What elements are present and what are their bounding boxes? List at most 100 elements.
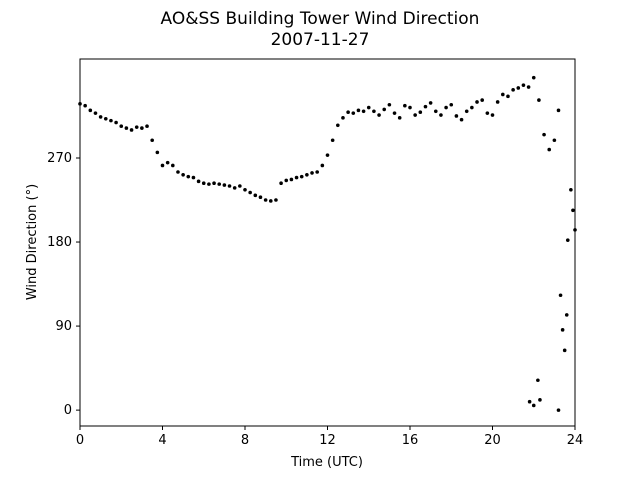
point xyxy=(542,132,546,137)
point xyxy=(418,110,423,115)
point xyxy=(263,198,268,202)
point xyxy=(372,109,376,114)
point xyxy=(134,125,139,129)
point xyxy=(284,178,289,183)
point xyxy=(310,171,314,175)
point xyxy=(526,85,531,89)
x-tick-label: 16 xyxy=(402,433,419,448)
point xyxy=(444,105,448,110)
point xyxy=(140,126,144,130)
point xyxy=(315,170,319,174)
point xyxy=(470,105,474,110)
point xyxy=(248,190,252,195)
point xyxy=(320,163,325,168)
point xyxy=(351,111,356,115)
point xyxy=(258,195,263,200)
point xyxy=(562,348,567,353)
point xyxy=(253,193,258,198)
point xyxy=(556,108,561,113)
point xyxy=(558,293,563,298)
point xyxy=(573,228,577,232)
point xyxy=(289,177,294,182)
point xyxy=(186,174,191,179)
point xyxy=(305,172,309,177)
point xyxy=(119,124,124,129)
point xyxy=(346,110,350,115)
point xyxy=(243,187,247,192)
point xyxy=(98,115,103,119)
point xyxy=(439,113,443,117)
point xyxy=(356,108,361,113)
point xyxy=(521,83,526,87)
x-tick-label: 8 xyxy=(241,433,249,448)
point xyxy=(160,163,165,168)
point xyxy=(387,102,392,107)
point xyxy=(201,181,206,186)
point xyxy=(176,170,180,174)
point xyxy=(145,124,149,129)
point xyxy=(537,98,541,102)
y-tick-label: 180 xyxy=(47,235,72,250)
point xyxy=(511,88,515,92)
point xyxy=(78,102,82,106)
point xyxy=(330,138,335,143)
point xyxy=(212,181,216,186)
point xyxy=(196,179,201,184)
point xyxy=(274,198,278,202)
x-tick-label: 20 xyxy=(484,433,501,448)
point xyxy=(449,102,454,107)
y-tick-label: 270 xyxy=(47,151,72,166)
point xyxy=(565,238,570,242)
plot-frame xyxy=(79,58,576,427)
point xyxy=(227,184,232,188)
y-tick-label: 90 xyxy=(55,319,72,334)
point xyxy=(294,175,299,180)
point xyxy=(222,183,227,187)
point xyxy=(93,111,98,115)
point xyxy=(155,150,160,155)
x-tick-label: 24 xyxy=(567,433,584,448)
point xyxy=(366,105,371,110)
point xyxy=(191,175,196,180)
x-tick-label: 12 xyxy=(319,433,336,448)
point xyxy=(490,113,495,117)
x-tick-label: 4 xyxy=(158,433,166,448)
point xyxy=(433,109,438,114)
chart-title: AO&SS Building Tower Wind Direction xyxy=(161,9,480,29)
point xyxy=(392,111,397,115)
point xyxy=(564,313,569,317)
point xyxy=(516,86,521,90)
point xyxy=(382,107,387,112)
point xyxy=(268,199,273,203)
y-axis-label: Wind Direction (°) xyxy=(25,184,40,300)
chart-subtitle: 2007-11-27 xyxy=(271,30,370,50)
point xyxy=(325,153,330,157)
point xyxy=(341,116,345,120)
point xyxy=(531,403,536,408)
point xyxy=(464,109,469,114)
point xyxy=(336,123,340,128)
point xyxy=(538,398,542,402)
point xyxy=(423,104,428,109)
point xyxy=(150,138,154,143)
point xyxy=(403,103,407,108)
x-axis-label: Time (UTC) xyxy=(290,455,363,470)
point xyxy=(506,94,510,99)
point xyxy=(109,118,113,123)
point xyxy=(459,117,464,122)
point xyxy=(454,114,459,118)
point xyxy=(527,399,532,404)
point xyxy=(501,92,505,97)
point xyxy=(377,113,381,117)
point xyxy=(129,128,134,132)
point xyxy=(114,120,118,125)
point xyxy=(475,100,479,104)
point xyxy=(238,184,242,188)
point xyxy=(571,208,575,213)
point xyxy=(495,100,500,104)
point xyxy=(547,147,552,152)
point xyxy=(397,116,402,120)
x-tick-label: 0 xyxy=(76,433,84,448)
point xyxy=(217,182,222,186)
point xyxy=(124,126,129,130)
